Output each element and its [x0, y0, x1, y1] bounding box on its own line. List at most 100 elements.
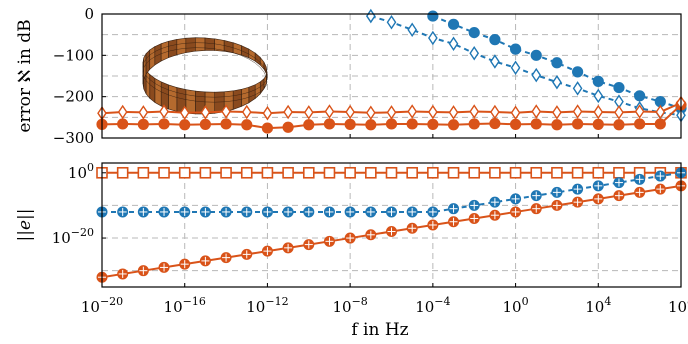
- mesh-line: [149, 84, 155, 89]
- data-point: [283, 104, 293, 120]
- data-point: [303, 119, 315, 131]
- mesh-facet: [168, 39, 178, 59]
- mesh-line: [168, 89, 177, 93]
- bottom-plot-frame: [101, 162, 682, 288]
- data-point: [469, 104, 480, 119]
- data-point: [282, 166, 294, 179]
- data-point: [117, 118, 129, 130]
- mesh-line: [145, 54, 150, 59]
- data-point: [489, 166, 501, 179]
- data-point: [178, 166, 191, 179]
- mesh-facet: [160, 40, 169, 62]
- mesh-line: [145, 80, 150, 85]
- mesh-line: [195, 100, 206, 103]
- data-point: [613, 119, 625, 131]
- mesh-line: [168, 44, 177, 47]
- mesh-line: [255, 91, 261, 95]
- data-point: [385, 166, 398, 179]
- data-point: [138, 105, 149, 120]
- mesh-line: [224, 95, 234, 97]
- data-point: [634, 104, 645, 119]
- mesh-line: [149, 56, 155, 61]
- mobius-strip-inset: [142, 37, 268, 115]
- data-point: [261, 166, 274, 179]
- data-point: [385, 118, 398, 130]
- data-point: [592, 75, 604, 87]
- x-axis-label: f in Hz: [351, 320, 408, 340]
- data-point: [489, 34, 501, 46]
- data-point: [530, 118, 542, 130]
- data-point: [406, 166, 418, 179]
- data-point: [200, 105, 211, 120]
- data-point: [220, 118, 232, 130]
- data-point: [572, 81, 583, 96]
- data-point: [241, 119, 253, 131]
- mesh-line: [214, 48, 225, 51]
- mesh-line: [241, 97, 249, 100]
- top-series: [96, 8, 687, 134]
- top-y-axis-label: error ℵ in dB: [15, 19, 35, 132]
- data-point: [593, 88, 604, 104]
- mesh-facet: [195, 37, 206, 52]
- mesh-line: [263, 80, 267, 84]
- data-point: [345, 104, 355, 120]
- mesh-line: [161, 86, 169, 91]
- mesh-line: [161, 46, 169, 49]
- data-point: [116, 166, 129, 179]
- data-point: [158, 166, 170, 179]
- mesh-line: [176, 48, 186, 50]
- mesh-line: [266, 71, 268, 78]
- mesh-line: [185, 47, 196, 49]
- data-point: [221, 104, 231, 119]
- mesh-line: [260, 88, 265, 93]
- top-plot-frame: [101, 13, 682, 139]
- data-point: [407, 22, 418, 37]
- top-series-line-blue-diamond: [370, 15, 682, 117]
- mesh-line: [266, 76, 268, 83]
- data-point: [365, 166, 377, 179]
- mesh-line: [161, 51, 169, 54]
- data-point: [427, 118, 439, 130]
- data-point: [137, 118, 149, 130]
- data-point: [302, 166, 315, 179]
- mesh-line: [260, 83, 265, 88]
- mesh-line: [248, 53, 256, 59]
- mesh-facet: [154, 77, 162, 107]
- bottom-series-line-blue-circle-plus: [102, 171, 682, 213]
- mesh-line: [168, 94, 177, 98]
- data-point: [427, 166, 439, 179]
- data-point: [531, 67, 542, 83]
- mesh-line: [233, 99, 242, 102]
- xtick-label: 10−20: [81, 295, 123, 316]
- data-point: [593, 104, 604, 120]
- mesh-line: [154, 83, 162, 88]
- mesh-facet: [185, 37, 196, 53]
- data-point: [655, 104, 666, 120]
- data-point: [469, 46, 480, 61]
- data-point: [447, 166, 460, 179]
- data-point: [406, 118, 418, 130]
- data-point: [530, 49, 542, 61]
- mesh-facet: [248, 84, 256, 104]
- bottom-ytick-label: 10−20: [52, 226, 94, 247]
- mesh-line: [263, 67, 267, 73]
- mesh-line: [233, 94, 242, 97]
- data-point: [117, 104, 128, 120]
- mesh-line: [195, 95, 206, 98]
- mesh-line: [149, 51, 155, 56]
- data-point: [530, 166, 543, 179]
- mesh-line: [224, 100, 234, 102]
- data-point: [428, 104, 438, 120]
- mesh-line: [255, 86, 261, 90]
- mesh-facet: [145, 69, 151, 100]
- data-point: [324, 104, 335, 119]
- mesh-line: [263, 72, 267, 78]
- data-point: [510, 60, 521, 75]
- xtick-label: 10−12: [246, 295, 288, 316]
- data-point: [509, 118, 522, 130]
- top-ytick-label: −300: [53, 129, 94, 147]
- mesh-line: [143, 63, 147, 68]
- mesh-line: [168, 49, 177, 52]
- mesh-facet: [176, 37, 187, 56]
